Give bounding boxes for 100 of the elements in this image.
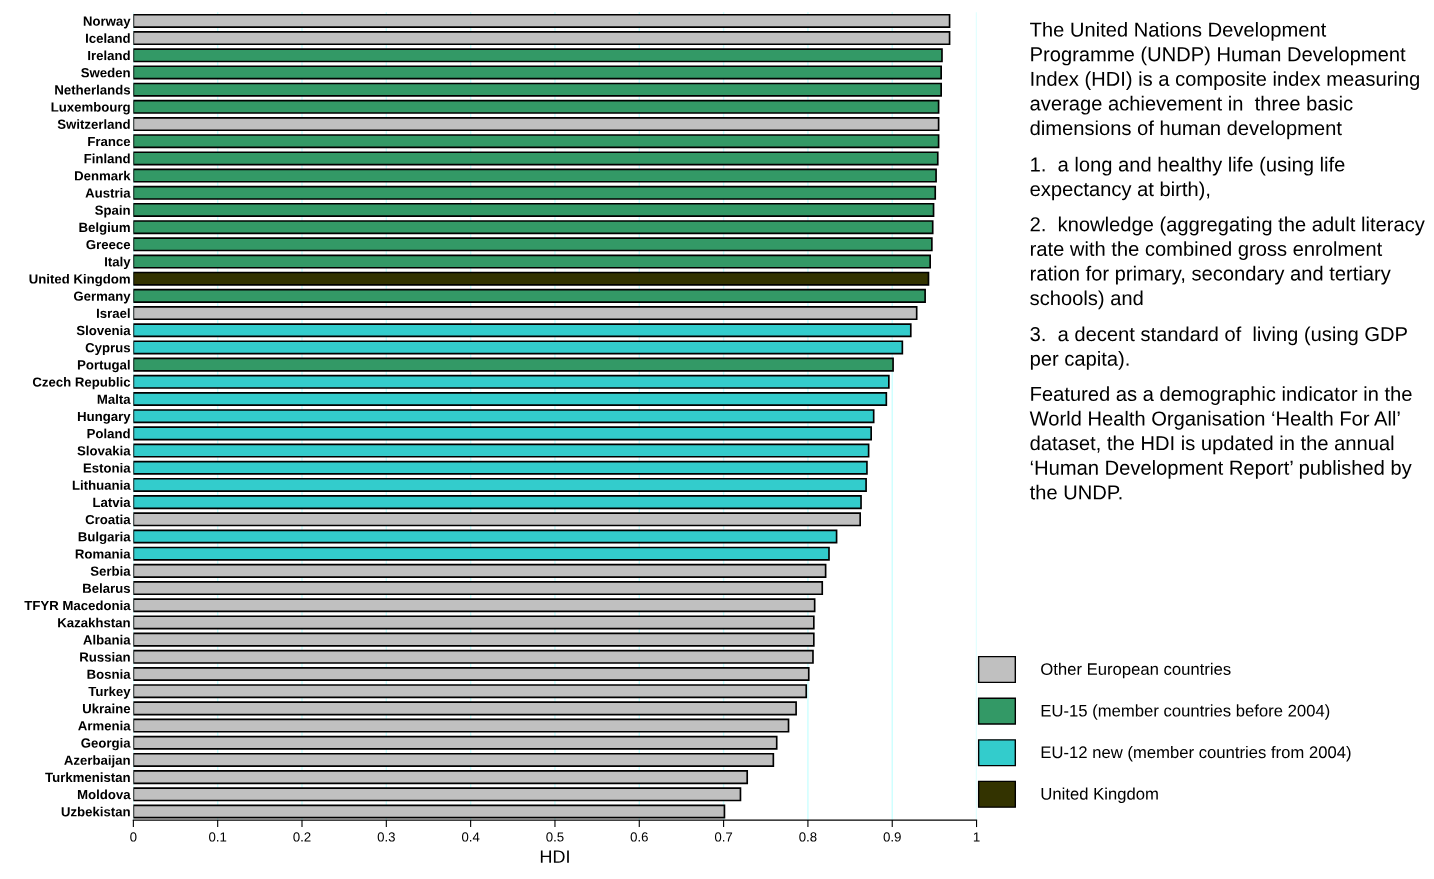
y-tick-label: Slovenia xyxy=(76,325,131,336)
y-tick-label: Kazakhstan xyxy=(58,617,130,628)
bar xyxy=(133,374,890,389)
y-tick-label: TFYR Macedonia xyxy=(24,600,131,611)
legend-label: United Kingdom xyxy=(1041,787,1158,804)
bar xyxy=(133,409,875,424)
y-tick-label: Belarus xyxy=(83,583,131,593)
bar xyxy=(133,237,933,252)
bar xyxy=(133,666,810,682)
y-tick-label: Israel xyxy=(96,308,130,318)
y-tick-label: Belgium xyxy=(79,222,130,235)
text: 3. a decent standard of living (using GDP per capita). xyxy=(1030,326,1407,370)
x-tick-label: 0.9 xyxy=(883,832,901,842)
bar xyxy=(133,512,862,527)
y-tick-label: Moldova xyxy=(77,789,131,800)
y-tick-label: Croatia xyxy=(85,514,131,525)
bar xyxy=(133,735,778,750)
y-tick-label: Azerbaijan xyxy=(64,755,130,768)
y-tick-label: Lithuania xyxy=(72,480,131,490)
y-tick-label: Poland xyxy=(87,428,130,439)
y-tick-label: Bulgaria xyxy=(78,531,131,545)
y-tick-label: Latvia xyxy=(93,497,131,508)
y-tick-label: Italy xyxy=(105,256,131,270)
bar xyxy=(133,117,940,132)
y-tick-label: Switzerland xyxy=(57,119,130,129)
bar xyxy=(133,563,827,578)
y-tick-label: Estonia xyxy=(83,462,131,473)
y-tick-label: Denmark xyxy=(75,170,131,181)
bar xyxy=(133,546,830,561)
y-tick-label: Romania xyxy=(75,548,131,559)
x-tick-label: 0.5 xyxy=(546,832,564,842)
bar xyxy=(133,151,939,166)
y-tick-label: Turkmenistan xyxy=(45,772,130,783)
y-tick-label: Bosnia xyxy=(87,669,131,679)
bar xyxy=(133,168,937,183)
x-tick-label: 0 xyxy=(130,832,137,842)
bar xyxy=(133,701,797,716)
y-tick-label: France xyxy=(88,136,131,147)
y-tick-label: Cyprus xyxy=(85,343,131,355)
bar xyxy=(133,288,926,303)
y-tick-label: Ukraine xyxy=(82,703,131,714)
bar xyxy=(133,752,775,767)
y-tick-label: Slovakia xyxy=(77,445,131,456)
bar xyxy=(133,495,862,510)
x-tick-label: 0.8 xyxy=(799,832,817,842)
bar xyxy=(133,254,932,269)
bar xyxy=(133,787,742,802)
bar xyxy=(133,391,888,407)
bar xyxy=(133,323,912,338)
y-tick-label: Hungary xyxy=(77,411,131,424)
bar xyxy=(133,718,790,733)
legend-label: EU-15 (member countries before 2004) xyxy=(1041,704,1330,720)
text: 2. knowledge (aggregating the adult literacy rate with the combined gross enrolment ration for primary, secondary and tertiary schools) and xyxy=(1030,216,1425,310)
y-tick-label: Spain xyxy=(95,205,130,218)
bar xyxy=(133,649,814,664)
bar xyxy=(133,598,816,613)
y-tick-label: Finland xyxy=(84,153,130,164)
bar xyxy=(133,357,894,372)
bar xyxy=(133,65,942,80)
y-tick-label: Serbia xyxy=(90,566,131,576)
bar xyxy=(133,460,868,475)
bar xyxy=(133,31,951,46)
x-tick-label: 0.2 xyxy=(293,832,311,842)
bar xyxy=(133,477,867,492)
x-tick-label: 0.1 xyxy=(209,832,227,842)
y-tick-label: Uzbekistan xyxy=(61,806,130,817)
text: Featured as a demographic indicator in the World Health Organisation ‘Health For All’ dataset, the HDI is updated in the annual ‘Human Development Report’ published by the UNDP. xyxy=(1029,386,1412,500)
bar xyxy=(133,443,870,458)
bar xyxy=(133,48,943,63)
y-tick-label: Greece xyxy=(86,239,131,250)
bar xyxy=(133,220,934,235)
text: The United Nations Development Programme (UNDP) Human Development Index (HDI) is a composite index measuring average achievement in three basic dimensions of human development xyxy=(1030,21,1419,140)
y-tick-label: Ireland xyxy=(88,50,130,61)
y-tick-label: Iceland xyxy=(86,33,130,43)
bar xyxy=(133,185,937,200)
bar xyxy=(133,632,815,647)
bar xyxy=(133,770,749,785)
bar xyxy=(133,426,872,441)
y-tick-label: Germany xyxy=(73,291,131,304)
y-tick-label: Malta xyxy=(97,394,131,404)
y-tick-label: Norway xyxy=(83,16,131,29)
bar xyxy=(133,271,930,286)
y-tick-label: Albania xyxy=(83,634,131,645)
y-tick-label: Luxembourg xyxy=(51,102,130,115)
y-tick-label: Turkey xyxy=(88,686,131,699)
bar xyxy=(133,684,808,699)
bar xyxy=(133,615,815,630)
x-tick-label: 0.4 xyxy=(461,832,480,842)
y-tick-label: Czech Republic xyxy=(32,377,131,390)
x-tick-label: 1 xyxy=(973,832,980,842)
bar xyxy=(133,306,918,321)
y-tick-label: United Kingdom xyxy=(29,273,130,287)
y-tick-label: Sweden xyxy=(81,67,130,78)
x-tick-label: 0.7 xyxy=(714,832,733,842)
x-axis-title: HDI xyxy=(540,850,569,863)
y-tick-label: Netherlands xyxy=(55,84,131,95)
bar xyxy=(133,134,940,149)
bar xyxy=(133,99,940,114)
bar xyxy=(133,202,935,217)
legend-label: Other European countries xyxy=(1041,662,1231,679)
